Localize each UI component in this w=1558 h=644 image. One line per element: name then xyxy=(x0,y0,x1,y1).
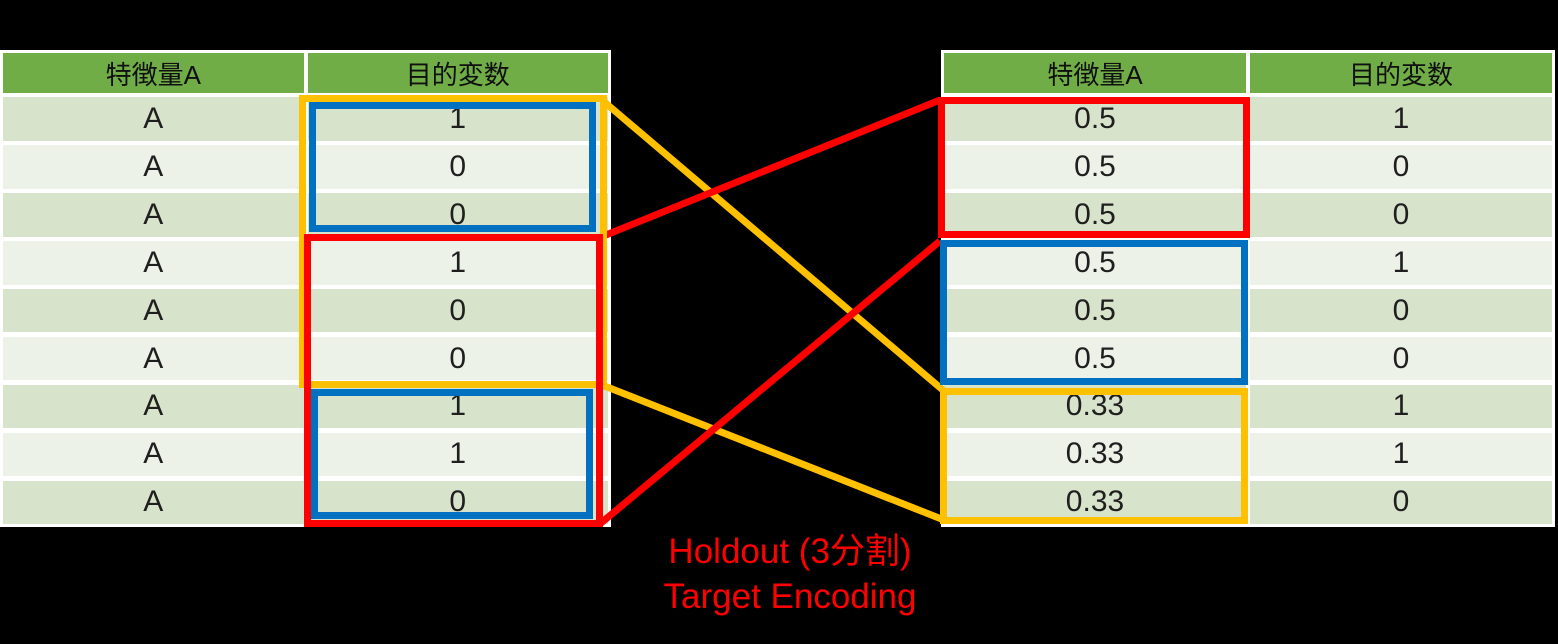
cell-feature: 0.5 xyxy=(944,241,1246,285)
cell-feature: A xyxy=(3,241,304,285)
cell-feature: A xyxy=(3,480,304,525)
cell-feature: A xyxy=(3,97,304,141)
yellow-connector-top xyxy=(599,97,947,394)
cell-target: 1 xyxy=(1250,241,1552,285)
cell-target: 0 xyxy=(1250,193,1552,237)
left-header-target: 目的変数 xyxy=(307,53,608,93)
red-connector-bottom xyxy=(598,238,943,526)
cell-target: 0 xyxy=(1250,336,1552,381)
yellow-connector-bottom xyxy=(600,381,946,524)
cell-feature: A xyxy=(3,193,304,237)
cell-feature: 0.33 xyxy=(944,432,1246,477)
right-header-feature: 特徴量A xyxy=(944,53,1246,93)
caption-line-2: Target Encoding xyxy=(663,577,917,616)
cell-feature: 0.33 xyxy=(944,480,1246,525)
cell-target: 1 xyxy=(1250,432,1552,477)
cell-feature: A xyxy=(3,432,304,477)
cell-target: 1 xyxy=(307,241,608,285)
cell-feature: A xyxy=(3,384,304,429)
cell-feature: 0.5 xyxy=(944,145,1246,189)
left-header-feature: 特徴量A xyxy=(3,53,304,93)
cell-feature: A xyxy=(3,145,304,189)
caption: Holdout (3分割) Target Encoding xyxy=(615,529,965,619)
cell-feature: A xyxy=(3,288,304,333)
cell-target: 1 xyxy=(1250,97,1552,141)
cell-target: 0 xyxy=(307,145,608,189)
cell-feature: 0.5 xyxy=(944,288,1246,333)
cell-target: 1 xyxy=(1250,384,1552,429)
caption-line-1: Holdout (3分割) xyxy=(668,532,912,571)
cell-feature: 0.5 xyxy=(944,97,1246,141)
cell-feature: 0.5 xyxy=(944,193,1246,237)
cell-target: 0 xyxy=(307,336,608,381)
right-header-target: 目的変数 xyxy=(1250,53,1552,93)
cell-target: 1 xyxy=(307,432,608,477)
cell-feature: A xyxy=(3,336,304,381)
cell-feature: 0.5 xyxy=(944,336,1246,381)
cell-target: 0 xyxy=(1250,480,1552,525)
cell-target: 0 xyxy=(1250,145,1552,189)
red-connector-top xyxy=(599,96,942,241)
cell-target: 0 xyxy=(307,288,608,333)
cell-target: 0 xyxy=(1250,288,1552,333)
